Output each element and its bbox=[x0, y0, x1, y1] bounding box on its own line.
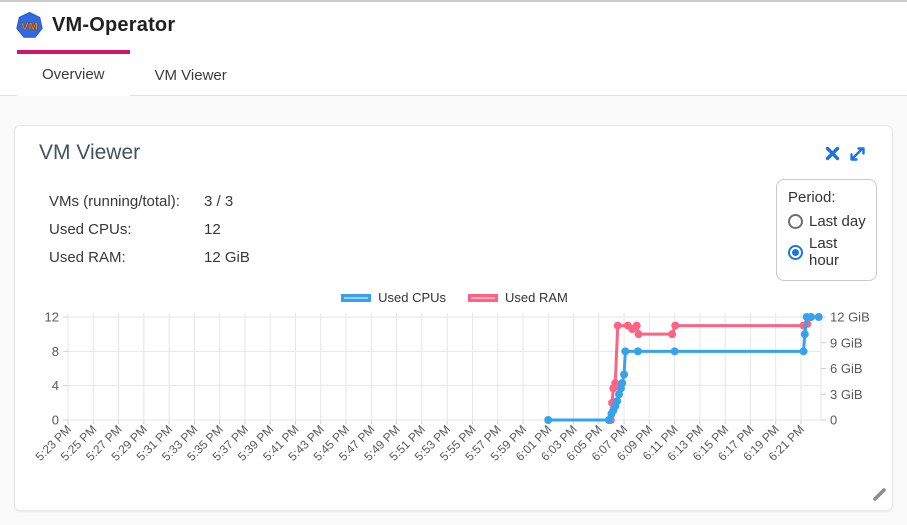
left-axis-label: 4 bbox=[52, 378, 59, 393]
tab-overview[interactable]: Overview bbox=[17, 50, 130, 96]
data-point bbox=[633, 347, 642, 356]
data-point bbox=[544, 416, 553, 424]
data-point bbox=[615, 390, 624, 399]
radio-icon-last-hour[interactable] bbox=[788, 244, 803, 260]
data-point bbox=[620, 370, 629, 379]
right-axis-label: 0 bbox=[830, 413, 837, 428]
data-point bbox=[611, 379, 620, 388]
app-title: VM-Operator bbox=[52, 14, 176, 36]
chart-legend: Used CPUs Used RAM bbox=[15, 290, 894, 305]
radio-icon-last-day[interactable] bbox=[788, 214, 803, 229]
stat-label-vms: VMs (running/total): bbox=[49, 192, 180, 210]
right-axis-label: 6 GiB bbox=[830, 361, 863, 376]
data-point bbox=[671, 321, 680, 330]
radio-last-hour[interactable]: Last hour bbox=[788, 235, 866, 269]
stat-row-vms: VMs (running/total): 3 / 3 bbox=[49, 187, 250, 215]
stat-label-ram: Used RAM: bbox=[49, 248, 126, 266]
right-axis-label: 3 GiB bbox=[830, 387, 863, 402]
close-icon[interactable] bbox=[825, 146, 840, 161]
stat-row-ram: Used RAM: 12 GiB bbox=[49, 243, 250, 271]
stat-value-vms: 3 / 3 bbox=[204, 192, 234, 210]
left-axis-label: 0 bbox=[52, 413, 59, 428]
series-line-used-ram bbox=[609, 322, 809, 422]
data-point bbox=[807, 313, 816, 321]
legend-item-ram: Used RAM bbox=[468, 290, 568, 305]
legend-swatch-ram bbox=[468, 293, 499, 302]
legend-label-ram: Used RAM bbox=[505, 290, 568, 305]
data-point bbox=[604, 416, 613, 424]
card-actions bbox=[825, 146, 866, 162]
app-header: VM VM-Operator Overview VM Viewer bbox=[0, 0, 907, 96]
resize-grip-icon[interactable] bbox=[870, 485, 888, 503]
tab-overview-label: Overview bbox=[42, 66, 105, 83]
data-point bbox=[613, 321, 622, 330]
data-point bbox=[618, 379, 627, 388]
data-point bbox=[613, 397, 622, 406]
data-point bbox=[670, 347, 679, 356]
period-group: Period: Last day Last hour bbox=[776, 179, 877, 281]
radio-last-day[interactable]: Last day bbox=[788, 213, 866, 230]
tab-vm-viewer-label: VM Viewer bbox=[154, 66, 227, 84]
vm-operator-logo-icon: VM bbox=[16, 12, 43, 38]
radio-label-last-day: Last day bbox=[809, 213, 866, 230]
card-title: VM Viewer bbox=[39, 141, 141, 164]
legend-item-cpus: Used CPUs bbox=[341, 290, 446, 305]
legend-swatch-cpus bbox=[341, 293, 372, 302]
stat-label-cpus: Used CPUs: bbox=[49, 220, 132, 238]
data-point bbox=[814, 313, 823, 321]
right-axis-label: 9 GiB bbox=[830, 335, 863, 350]
stat-value-ram: 12 GiB bbox=[204, 248, 250, 266]
legend-label-cpus: Used CPUs bbox=[378, 290, 447, 305]
data-point bbox=[800, 330, 809, 339]
left-axis-label: 12 bbox=[45, 310, 59, 325]
series-line-used-cpus bbox=[546, 315, 821, 422]
stat-row-cpus: Used CPUs: 12 bbox=[49, 215, 250, 243]
usage-line-chart: 5:23 PM5:25 PM5:27 PM5:29 PM5:31 PM5:33 … bbox=[33, 310, 870, 464]
data-point bbox=[799, 347, 808, 356]
data-point bbox=[668, 330, 677, 339]
data-point bbox=[621, 347, 630, 356]
stat-value-cpus: 12 bbox=[204, 220, 221, 238]
data-point bbox=[634, 330, 643, 339]
radio-label-last-hour: Last hour bbox=[809, 235, 840, 269]
tab-vm-viewer[interactable]: VM Viewer bbox=[130, 50, 252, 96]
period-label: Period: bbox=[788, 189, 836, 206]
vm-viewer-card: VM Viewer VMs (running/total): 3 / 3 Use… bbox=[14, 125, 893, 511]
tab-bar: Overview VM Viewer bbox=[0, 50, 907, 96]
expand-icon[interactable] bbox=[849, 146, 866, 162]
right-axis-label: 12 GiB bbox=[830, 310, 870, 325]
left-axis-label: 8 bbox=[52, 344, 59, 359]
brand: VM VM-Operator bbox=[16, 12, 175, 39]
svg-text:VM: VM bbox=[21, 21, 38, 33]
vm-stats: VMs (running/total): 3 / 3 Used CPUs: 12… bbox=[49, 187, 250, 271]
data-point bbox=[632, 321, 641, 330]
